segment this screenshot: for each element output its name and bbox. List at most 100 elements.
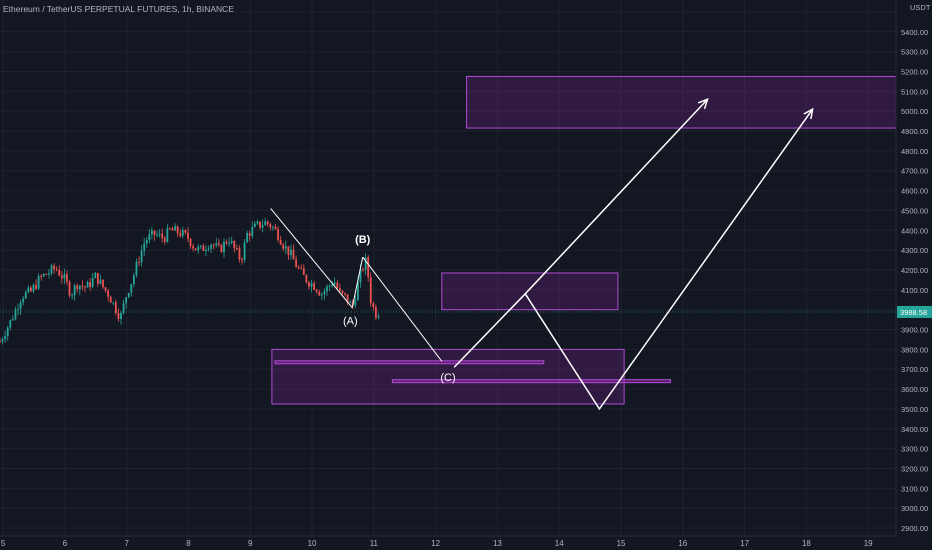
- candle-body: [199, 245, 202, 247]
- candle-body: [138, 261, 140, 263]
- candle-body: [308, 282, 310, 287]
- price-tick-label: 4200.00: [901, 266, 928, 275]
- candle-body: [94, 272, 97, 279]
- candle-body: [272, 226, 274, 228]
- candle-body: [114, 302, 117, 313]
- time-tick-label: 14: [555, 539, 564, 548]
- current-price-label: 3988.58: [900, 308, 927, 317]
- demand-line-1[interactable]: [274, 360, 545, 365]
- wave-c-leg[interactable]: [362, 256, 443, 362]
- candle-body: [24, 292, 27, 299]
- candle-body: [148, 234, 151, 241]
- candle-body: [212, 244, 215, 246]
- candle-body: [171, 228, 174, 231]
- candle-body: [341, 290, 344, 293]
- candle-body: [112, 302, 115, 304]
- price-tick-label: 3400.00: [901, 425, 928, 434]
- candle-body: [169, 228, 171, 230]
- candle-body: [166, 228, 169, 242]
- candle-body: [132, 275, 135, 285]
- candle-body: [266, 221, 269, 225]
- candle-body: [68, 281, 71, 296]
- candle-body: [89, 282, 92, 287]
- price-tick-label: 4800.00: [901, 147, 928, 156]
- candle-body: [336, 282, 339, 289]
- price-tick-label: 5200.00: [901, 67, 928, 76]
- time-tick-label: 6: [63, 539, 68, 548]
- candle-body: [331, 284, 334, 286]
- candle-body: [246, 233, 249, 243]
- candle-body: [364, 257, 367, 270]
- candle-body: [256, 221, 259, 224]
- time-tick-label: 11: [370, 539, 379, 548]
- candle-body: [14, 309, 17, 320]
- currency-label: USDT: [910, 3, 931, 12]
- candle-body: [290, 249, 292, 256]
- wave-b-leg[interactable]: [351, 256, 364, 308]
- price-tick-label: 4100.00: [901, 286, 928, 295]
- candle-body: [300, 267, 303, 269]
- candle-body: [220, 244, 223, 253]
- candle-body: [315, 289, 318, 292]
- price-tick-label: 3900.00: [901, 326, 928, 335]
- price-tick-label: 3200.00: [901, 465, 928, 474]
- candle-body: [359, 269, 362, 283]
- projection-arrow-2[interactable]: [524, 108, 814, 411]
- candle-body: [287, 246, 290, 256]
- price-tick-label: 3600.00: [901, 385, 928, 394]
- wave-a-leg[interactable]: [270, 208, 353, 309]
- candle-body: [259, 221, 261, 228]
- candle-body: [27, 287, 30, 293]
- candle-body: [230, 241, 233, 243]
- candle-body: [197, 246, 200, 251]
- candle-body: [145, 240, 148, 244]
- current-price-badge: [897, 305, 932, 318]
- candle-body: [284, 246, 287, 249]
- time-tick-label: 10: [308, 539, 317, 548]
- demand-line-2[interactable]: [391, 379, 671, 384]
- candle-body: [53, 265, 55, 270]
- candle-body: [189, 238, 192, 247]
- candle-body: [140, 250, 143, 263]
- candle-body: [153, 230, 156, 235]
- candle-body: [282, 244, 285, 249]
- time-tick-label: 7: [124, 539, 129, 548]
- upper-target-zone[interactable]: [466, 75, 897, 129]
- candle-body: [6, 327, 9, 337]
- candle-body: [143, 243, 146, 251]
- resistance-zone[interactable]: [441, 272, 619, 311]
- candle-body: [367, 257, 370, 278]
- candle-body: [32, 284, 35, 292]
- candle-body: [125, 297, 128, 304]
- candle-body: [96, 272, 99, 284]
- candle-body: [274, 226, 277, 230]
- candle-body: [35, 284, 37, 289]
- candle-body: [235, 248, 238, 250]
- time-tick-label: 15: [617, 539, 626, 548]
- candle-body: [338, 288, 341, 291]
- candle-body: [11, 319, 14, 321]
- candle-body: [310, 283, 313, 287]
- time-tick-label: 18: [802, 539, 811, 548]
- candle-body: [297, 267, 300, 269]
- candle-body: [344, 292, 346, 295]
- price-tick-label: 3700.00: [901, 365, 928, 374]
- candle-body: [135, 261, 138, 276]
- candle-body: [163, 238, 166, 242]
- candle-body: [37, 276, 40, 289]
- demand-zone[interactable]: [271, 348, 625, 405]
- candle-body: [156, 234, 158, 236]
- candle-body: [241, 259, 243, 261]
- price-tick-label: 3800.00: [901, 345, 928, 354]
- candle-body: [187, 232, 189, 239]
- arrow-head-icon: [697, 97, 709, 110]
- candle-body: [9, 319, 12, 328]
- candle-body: [305, 274, 308, 283]
- candle-body: [29, 287, 32, 292]
- candle-body: [328, 285, 331, 287]
- candle-body: [233, 241, 236, 249]
- candle-body: [78, 285, 81, 290]
- candle-body: [217, 243, 220, 245]
